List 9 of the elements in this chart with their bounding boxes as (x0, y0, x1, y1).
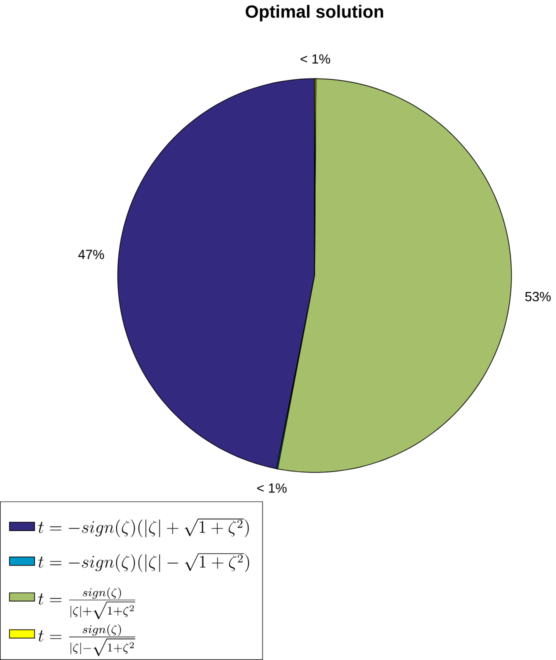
data-label: 47% (78, 250, 104, 260)
legend-label: $t=-sign(\zeta)(|\zeta|-\sqrt{1+\zeta^2})$ (38, 553, 250, 572)
legend-label: $t=\frac{sign(\zeta)}{|\zeta|+\sqrt{1+\zeta^2}}$ (38, 587, 136, 620)
chart-title: Optimal solution (246, 4, 384, 22)
data-label: < 1% (300, 54, 330, 64)
data-label: < 1% (257, 483, 287, 493)
legend-label: $t=-sign(\zeta)(|\zeta|+\sqrt{1+\zeta^2})$ (38, 518, 249, 538)
data-label: 53% (525, 292, 551, 302)
legend-label: $t=\frac{sign(\zeta)}{|\zeta|-\sqrt{1+\zeta^2}}$ (38, 624, 136, 656)
